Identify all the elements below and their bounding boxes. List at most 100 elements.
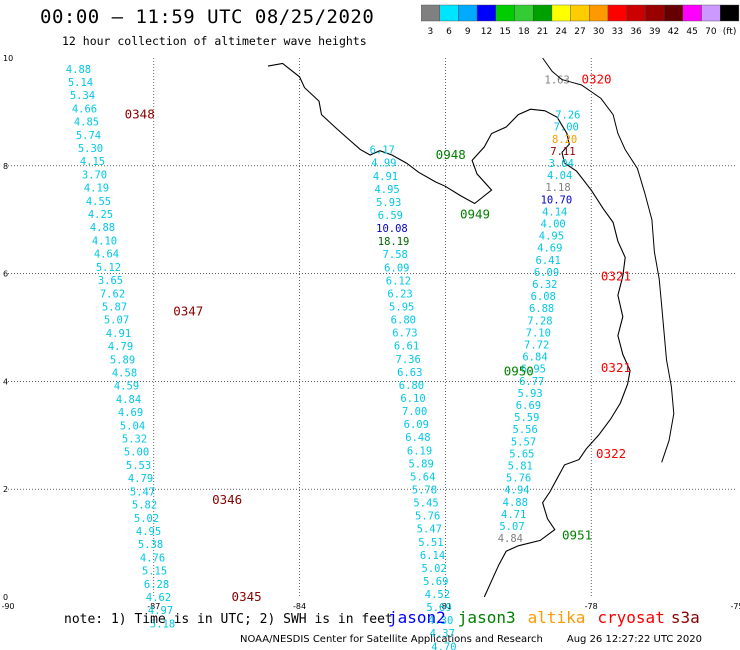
wave-height-value: 5.78	[412, 484, 437, 496]
pass-time-label: 0348	[125, 107, 155, 122]
wave-height-value: 5.47	[417, 524, 442, 536]
page-title: 00:00 – 11:59 UTC 08/25/2020	[40, 6, 375, 28]
wave-height-value: 6.32	[532, 279, 557, 291]
legend-cryosat: cryosat	[597, 608, 665, 627]
wave-height-value: 3.65	[98, 275, 123, 287]
wave-height-value: 5.76	[415, 511, 440, 523]
wave-height-value: 4.71	[501, 509, 526, 521]
colorbar-label: 33	[612, 27, 623, 37]
wave-height-value: 6.08	[531, 291, 556, 303]
wave-height-value: 5.51	[418, 537, 443, 549]
wave-height-value: 3.70	[82, 169, 107, 181]
wave-height-value: 4.15	[80, 156, 105, 168]
wave-height-value: 18.19	[378, 236, 410, 248]
legend-jason3: jason3	[457, 608, 516, 627]
wave-height-value: 5.30	[78, 143, 103, 155]
wave-height-value: 5.34	[70, 90, 95, 102]
generated-timestamp: Aug 26 12:27:22 UTC 2020	[566, 634, 703, 645]
inland-coast-boundary	[542, 57, 675, 463]
wave-height-value: 6.09	[384, 262, 409, 274]
wave-height-colorbar: 3 6 9 12 15 18 21 24 27 30 33 36 39 42 45 70 (ft)	[421, 4, 740, 37]
pass-time-label: 0949	[460, 206, 490, 221]
wave-height-value: 4.00	[540, 218, 565, 230]
wave-height-value: 6.09	[404, 419, 429, 431]
wave-height-value: 5.65	[509, 448, 534, 460]
wave-height-value: 5.74	[76, 130, 101, 142]
wave-height-value: 4.79	[108, 341, 133, 353]
wave-height-value: 8.20	[552, 134, 577, 146]
map-axis-labels: -90 -87 -84 -81 -78 -75 0 2 4 6 8 10	[1, 54, 740, 611]
colorbar-label: 6	[446, 27, 452, 37]
wave-height-value: 6.09	[534, 267, 559, 279]
wave-height-value: 5.93	[376, 197, 401, 209]
wave-height-value: 4.14	[542, 206, 567, 218]
wave-height-value: 4.84	[116, 394, 141, 406]
wave-height-value: 6.10	[400, 393, 425, 405]
colorbar-label: 9	[465, 27, 471, 37]
pass-time-label: 0948	[436, 147, 466, 162]
latitude-tick-label: 8	[3, 162, 8, 171]
wave-height-value: 6.28	[144, 579, 169, 591]
wave-height-value: 4.95	[374, 184, 399, 196]
wave-height-value: 5.07	[104, 315, 129, 327]
latitude-tick-label: 10	[3, 54, 13, 63]
wave-height-value: 5.07	[499, 521, 524, 533]
wave-height-value: 7.26	[555, 110, 580, 122]
colorbar-label: 70	[705, 27, 717, 37]
pass-time-label: 0346	[212, 492, 242, 507]
wave-height-value: 7.62	[100, 288, 125, 300]
wave-height-value: 4.70	[431, 641, 456, 650]
wave-height-value: 4.69	[537, 243, 562, 255]
latitude-tick-label: 0	[3, 593, 8, 602]
credit-text: NOAA/NESDIS Center for Satellite Applica…	[240, 634, 543, 645]
wave-height-value: 4.97	[148, 605, 173, 617]
wave-height-value: 4.91	[106, 328, 131, 340]
wave-height-value: 4.69	[118, 407, 143, 419]
colorbar-label: 42	[668, 27, 679, 37]
wave-height-value: 5.59	[514, 412, 539, 424]
wave-height-value: 4.99	[371, 158, 396, 170]
longitude-tick-label: -78	[585, 602, 598, 611]
colorbar-label: 21	[537, 27, 548, 37]
wave-height-value: 6.95	[521, 364, 546, 376]
wave-height-value: 7.58	[383, 249, 408, 261]
colorbar-label: 18	[518, 27, 530, 37]
wave-height-value: 5.45	[413, 498, 438, 510]
wave-height-value: 10.08	[376, 223, 408, 235]
colorbar-label: (ft)	[723, 27, 737, 37]
colorbar-label: 15	[499, 27, 510, 37]
wave-height-value: 4.95	[136, 526, 161, 538]
wave-height-value: 4.95	[539, 231, 564, 243]
wave-height-value: 5.95	[389, 301, 414, 313]
longitude-tick-label: -84	[293, 602, 306, 611]
wave-height-value: 6.17	[370, 145, 395, 157]
pass-time-label: 0322	[596, 446, 626, 461]
pass-time-label: 0321	[601, 268, 631, 283]
wave-height-value: 3.04	[549, 158, 574, 170]
wave-height-value: 5.69	[426, 602, 451, 614]
wave-height-value: 5.18	[150, 618, 175, 630]
wave-height-value: 4.94	[504, 485, 529, 497]
legend-altika: altika	[527, 608, 586, 627]
wave-height-value: 4.84	[498, 533, 523, 545]
colorbar-label: 24	[556, 27, 568, 37]
pass-time-label: 0347	[173, 303, 203, 318]
wave-height-value: 1.63	[545, 75, 570, 87]
wave-height-value: 4.64	[94, 249, 119, 261]
wave-height-value: 4.55	[86, 196, 111, 208]
wave-height-value: 4.79	[128, 473, 153, 485]
legend-s3a: s3a	[670, 608, 700, 627]
wave-height-value: 4.76	[140, 552, 165, 564]
credit-footer: NOAA/NESDIS Center for Satellite Applica…	[240, 634, 702, 645]
wave-height-value: 6.73	[392, 328, 417, 340]
coastline	[267, 62, 631, 598]
latitude-tick-label: 4	[3, 377, 8, 386]
wave-height-value: 6.19	[407, 445, 432, 457]
wave-height-value: 6.48	[405, 432, 430, 444]
wave-height-value: 5.53	[126, 460, 151, 472]
pass-time-labels: 0348 0347 0346 0345 0948 0949 0950 0951 0320 0321…	[125, 72, 631, 604]
latitude-tick-label: 6	[3, 270, 8, 279]
wave-height-value: 6.59	[378, 210, 403, 222]
